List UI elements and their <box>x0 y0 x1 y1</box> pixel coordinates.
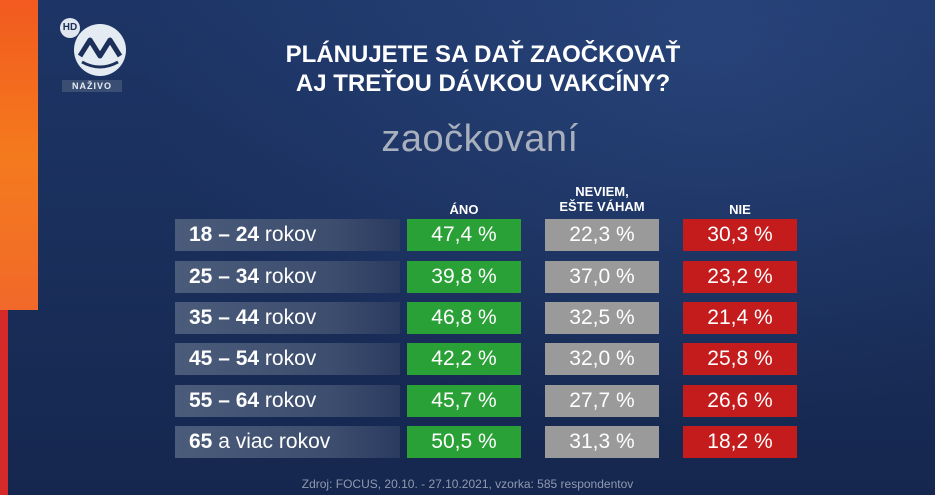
maybe-value-cell: 32,0 % <box>545 343 659 375</box>
column-header-maybe: NEVIEM, EŠTE VÁHAM <box>545 184 659 214</box>
title-line-1: PLÁNUJETE SA DAŤ ZAOČKOVAŤ <box>285 41 681 68</box>
age-range: 65 <box>189 430 213 453</box>
row-label: 35 – 44 rokov <box>175 302 400 334</box>
row-label: 65 a viac rokov <box>175 426 400 458</box>
table-row: 25 – 34 rokov 39,8 % 37,0 % 23,2 % <box>175 261 800 293</box>
channel-logo-icon <box>74 24 126 76</box>
row-label: 45 – 54 rokov <box>175 343 400 375</box>
maybe-value-cell: 31,3 % <box>545 426 659 458</box>
age-unit: rokov <box>264 347 317 370</box>
row-label: 25 – 34 rokov <box>175 261 400 293</box>
age-unit: rokov <box>264 223 317 246</box>
orange-accent-stripe <box>0 0 38 310</box>
source-note: Zdroj: FOCUS, 20.10. - 27.10.2021, vzork… <box>301 477 634 491</box>
title-line-2: AJ TREŤOU DÁVKOU VAKCÍNY? <box>295 70 671 97</box>
age-range: 18 – 24 <box>189 223 260 246</box>
live-badge: NAŽIVO <box>62 80 122 92</box>
chart-subtitle: zaočkovaní <box>381 118 579 160</box>
age-unit: rokov <box>264 389 317 412</box>
age-range: 45 – 54 <box>189 347 260 370</box>
column-header-maybe-line-2: EŠTE VÁHAM <box>559 199 645 214</box>
table-row: 35 – 44 rokov 46,8 % 32,5 % 21,4 % <box>175 302 800 334</box>
yes-value-cell: 45,7 % <box>407 385 521 417</box>
red-accent-stripe <box>0 310 8 495</box>
age-range: 55 – 64 <box>189 389 260 412</box>
maybe-value-cell: 32,5 % <box>545 302 659 334</box>
maybe-value-cell: 27,7 % <box>545 385 659 417</box>
maybe-value-cell: 37,0 % <box>545 261 659 293</box>
row-label: 18 – 24 rokov <box>175 219 400 251</box>
yes-value-cell: 50,5 % <box>407 426 521 458</box>
age-unit: rokov <box>264 306 317 329</box>
age-range: 35 – 44 <box>189 306 260 329</box>
yes-value-cell: 42,2 % <box>407 343 521 375</box>
age-range: 25 – 34 <box>189 265 260 288</box>
table-row: 55 – 64 rokov 45,7 % 27,7 % 26,6 % <box>175 385 800 417</box>
no-value-cell: 21,4 % <box>683 302 797 334</box>
yes-value-cell: 47,4 % <box>407 219 521 251</box>
table-row: 18 – 24 rokov 47,4 % 22,3 % 30,3 % <box>175 219 800 251</box>
table-row: 45 – 54 rokov 42,2 % 32,0 % 25,8 % <box>175 343 800 375</box>
yes-value-cell: 46,8 % <box>407 302 521 334</box>
no-value-cell: 26,6 % <box>683 385 797 417</box>
yes-value-cell: 39,8 % <box>407 261 521 293</box>
no-value-cell: 18,2 % <box>683 426 797 458</box>
column-header-no: NIE <box>729 202 751 217</box>
row-label: 55 – 64 rokov <box>175 385 400 417</box>
no-value-cell: 23,2 % <box>683 261 797 293</box>
maybe-value-cell: 22,3 % <box>545 219 659 251</box>
no-value-cell: 25,8 % <box>683 343 797 375</box>
age-unit: rokov <box>264 265 317 288</box>
table-row: 65 a viac rokov 50,5 % 31,3 % 18,2 % <box>175 426 800 458</box>
age-unit: a viac rokov <box>218 430 331 453</box>
no-value-cell: 30,3 % <box>683 219 797 251</box>
hd-badge: HD <box>60 18 80 38</box>
chart-title: PLÁNUJETE SA DAŤ ZAOČKOVAŤ AJ TREŤOU DÁV… <box>228 40 738 98</box>
column-header-yes: ÁNO <box>449 202 479 217</box>
column-header-maybe-line-1: NEVIEM, <box>575 184 629 199</box>
